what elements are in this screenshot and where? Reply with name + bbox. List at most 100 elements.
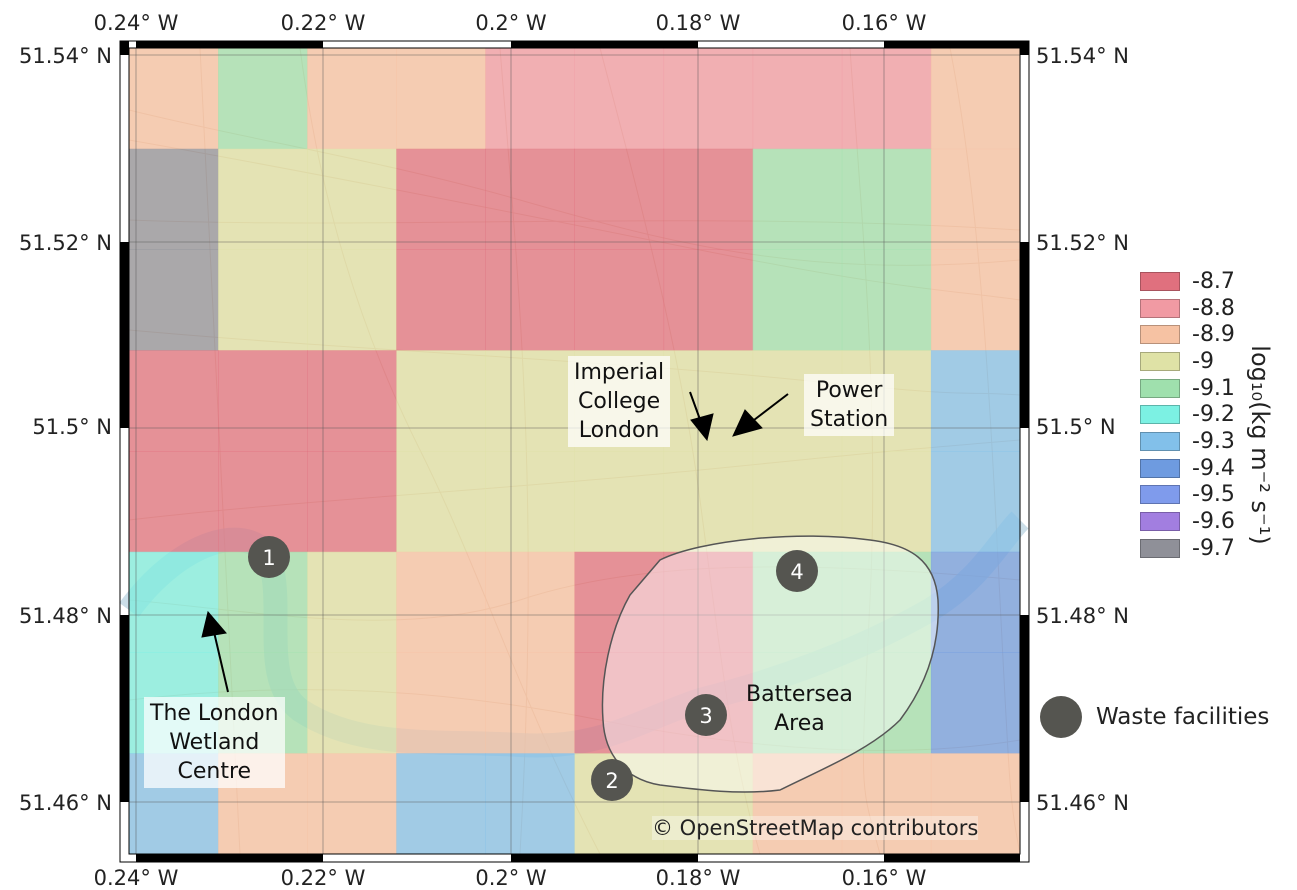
grid-cell xyxy=(664,48,754,149)
legend-entry: -9.5 xyxy=(1140,482,1235,509)
grid-cell xyxy=(931,653,1021,754)
legend-label: -9.6 xyxy=(1192,509,1235,534)
legend-label: -9.3 xyxy=(1192,429,1235,454)
grid-cell xyxy=(396,753,486,854)
y-tick-right-1: 51.52° N xyxy=(1036,231,1129,255)
grid-cell xyxy=(307,149,397,250)
grid-cell xyxy=(396,653,486,754)
frame-block xyxy=(511,854,698,862)
x-tick-top-3: 0.18° W xyxy=(656,11,741,35)
grid-cell xyxy=(485,149,575,250)
legend-entry: -9.6 xyxy=(1140,508,1235,535)
grid-cell xyxy=(129,350,219,451)
grid-cell xyxy=(931,149,1021,250)
x-tick-bottom-0: 0.24° W xyxy=(94,866,179,890)
grid-cell xyxy=(931,552,1021,653)
colorbar-title: log₁₀(kg m⁻² s⁻¹) xyxy=(1246,345,1274,544)
frame-block xyxy=(1020,242,1029,428)
legend-label: -8.7 xyxy=(1192,269,1235,294)
grid-cell xyxy=(753,48,843,149)
legend-entry: -9 xyxy=(1140,348,1235,375)
y-tick-left-4: 51.46° N xyxy=(19,791,112,815)
grid-cell xyxy=(664,451,754,552)
label-power-line-2: Station xyxy=(810,405,888,434)
map-attribution: © OpenStreetMap contributors xyxy=(652,816,978,840)
legend-entry: -9.3 xyxy=(1140,428,1235,455)
x-tick-bottom-1: 0.22° W xyxy=(281,866,366,890)
y-tick-left-2: 51.5° N xyxy=(32,415,112,439)
grid-cell xyxy=(218,350,308,451)
label-wetland-line-1: The London xyxy=(150,699,279,728)
grid-cell xyxy=(307,48,397,149)
grid-cell xyxy=(307,753,397,854)
grid-cell xyxy=(307,653,397,754)
grid-cell xyxy=(396,149,486,250)
grid-cell xyxy=(575,48,665,149)
frame-block xyxy=(120,41,129,55)
frame-block xyxy=(884,854,1020,862)
x-tick-top-4: 0.16° W xyxy=(842,11,927,35)
grid-cell xyxy=(218,48,308,149)
grid-cell xyxy=(664,250,754,351)
label-imperial-line-2: College xyxy=(574,387,664,416)
grid-cell xyxy=(218,149,308,250)
grid-cell xyxy=(396,350,486,451)
grid-cell xyxy=(842,451,932,552)
grid-cell xyxy=(842,250,932,351)
label-battersea-area: Battersea Area xyxy=(740,678,859,740)
legend-swatch xyxy=(1140,405,1180,424)
legend-label: -9.4 xyxy=(1192,456,1235,481)
legend-entry: -9.1 xyxy=(1140,375,1235,402)
label-imperial-line-1: Imperial xyxy=(574,358,664,387)
grid-cell xyxy=(485,753,575,854)
waste-facilities-legend: Waste facilities xyxy=(1040,696,1269,738)
grid-cell xyxy=(307,552,397,653)
grid-cell xyxy=(307,451,397,552)
legend-swatch xyxy=(1140,459,1180,478)
waste-facility-legend-label: Waste facilities xyxy=(1096,704,1269,730)
grid-cell xyxy=(129,149,219,250)
y-tick-left-1: 51.52° N xyxy=(19,231,112,255)
grid-cell xyxy=(485,552,575,653)
grid-cell xyxy=(307,250,397,351)
facility-label-2: 2 xyxy=(605,769,618,793)
frame-block xyxy=(136,854,323,862)
legend-swatch xyxy=(1140,539,1180,558)
legend-label: -8.9 xyxy=(1192,322,1235,347)
grid-cell xyxy=(396,552,486,653)
label-london-wetland-centre: The London Wetland Centre xyxy=(144,697,285,788)
x-tick-bottom-4: 0.16° W xyxy=(842,866,927,890)
legend-swatch xyxy=(1140,352,1180,371)
grid-cell xyxy=(307,350,397,451)
x-tick-bottom-2: 0.2° W xyxy=(475,866,547,890)
frame-block xyxy=(136,41,323,48)
grid-cell xyxy=(842,48,932,149)
legend-label: -9.1 xyxy=(1192,376,1235,401)
grid-cell xyxy=(664,149,754,250)
label-imperial-line-3: London xyxy=(574,416,664,445)
legend-swatch xyxy=(1140,512,1180,531)
legend-swatch xyxy=(1140,325,1180,344)
grid-cell xyxy=(396,451,486,552)
label-power-line-1: Power xyxy=(810,376,888,405)
label-wetland-line-2: Wetland xyxy=(150,728,279,757)
grid-cell xyxy=(129,48,219,149)
grid-cell xyxy=(931,250,1021,351)
grid-cell xyxy=(218,250,308,351)
grid-cell xyxy=(931,48,1021,149)
frame-block xyxy=(884,41,1020,48)
label-power-station: Power Station xyxy=(804,374,894,436)
legend-label: -8.8 xyxy=(1192,296,1235,321)
waste-facility-legend-marker xyxy=(1040,696,1082,738)
x-tick-bottom-3: 0.18° W xyxy=(656,866,741,890)
grid-cell xyxy=(753,250,843,351)
y-tick-left-3: 51.48° N xyxy=(19,604,112,628)
y-tick-right-4: 51.46° N xyxy=(1036,791,1129,815)
x-tick-top-0: 0.24° W xyxy=(94,11,179,35)
facility-label-4: 4 xyxy=(790,560,803,584)
y-tick-right-3: 51.48° N xyxy=(1036,604,1129,628)
y-tick-right-0: 51.54° N xyxy=(1036,44,1129,68)
legend-label: -9.7 xyxy=(1192,536,1235,561)
legend-entry: -8.9 xyxy=(1140,321,1235,348)
facility-label-3: 3 xyxy=(699,704,712,728)
